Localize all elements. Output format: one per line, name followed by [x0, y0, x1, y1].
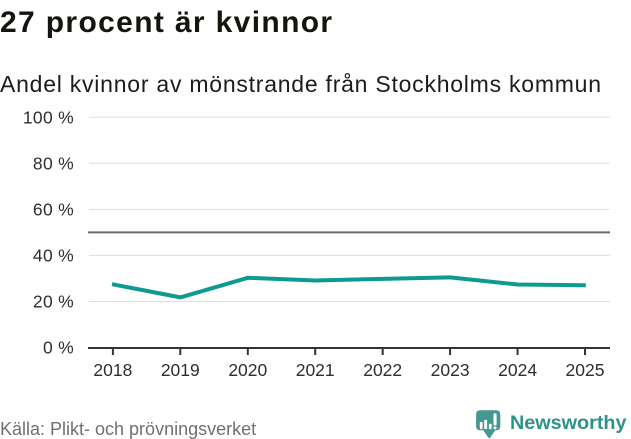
svg-text:2020: 2020 — [228, 360, 267, 380]
svg-text:2023: 2023 — [431, 360, 470, 380]
svg-text:Andel kvinnor av mönstrande fr: Andel kvinnor av mönstrande från Stockho… — [0, 71, 602, 97]
svg-text:2022: 2022 — [363, 360, 402, 380]
svg-text:80 %: 80 % — [33, 153, 74, 173]
svg-text:2024: 2024 — [498, 360, 537, 380]
svg-text:Källa: Plikt- och prövningsver: Källa: Plikt- och prövningsverket — [0, 419, 256, 439]
svg-text:2019: 2019 — [161, 360, 200, 380]
svg-text:20 %: 20 % — [33, 292, 74, 312]
svg-text:27 procent är kvinnor: 27 procent är kvinnor — [0, 6, 333, 39]
svg-text:2025: 2025 — [566, 360, 605, 380]
svg-text:2021: 2021 — [296, 360, 335, 380]
svg-text:100 %: 100 % — [23, 107, 74, 127]
svg-text:2018: 2018 — [93, 360, 132, 380]
svg-text:Newsworthy: Newsworthy — [510, 412, 627, 434]
svg-text:0 %: 0 % — [43, 338, 74, 358]
svg-text:40 %: 40 % — [33, 245, 74, 265]
svg-text:60 %: 60 % — [33, 199, 74, 219]
